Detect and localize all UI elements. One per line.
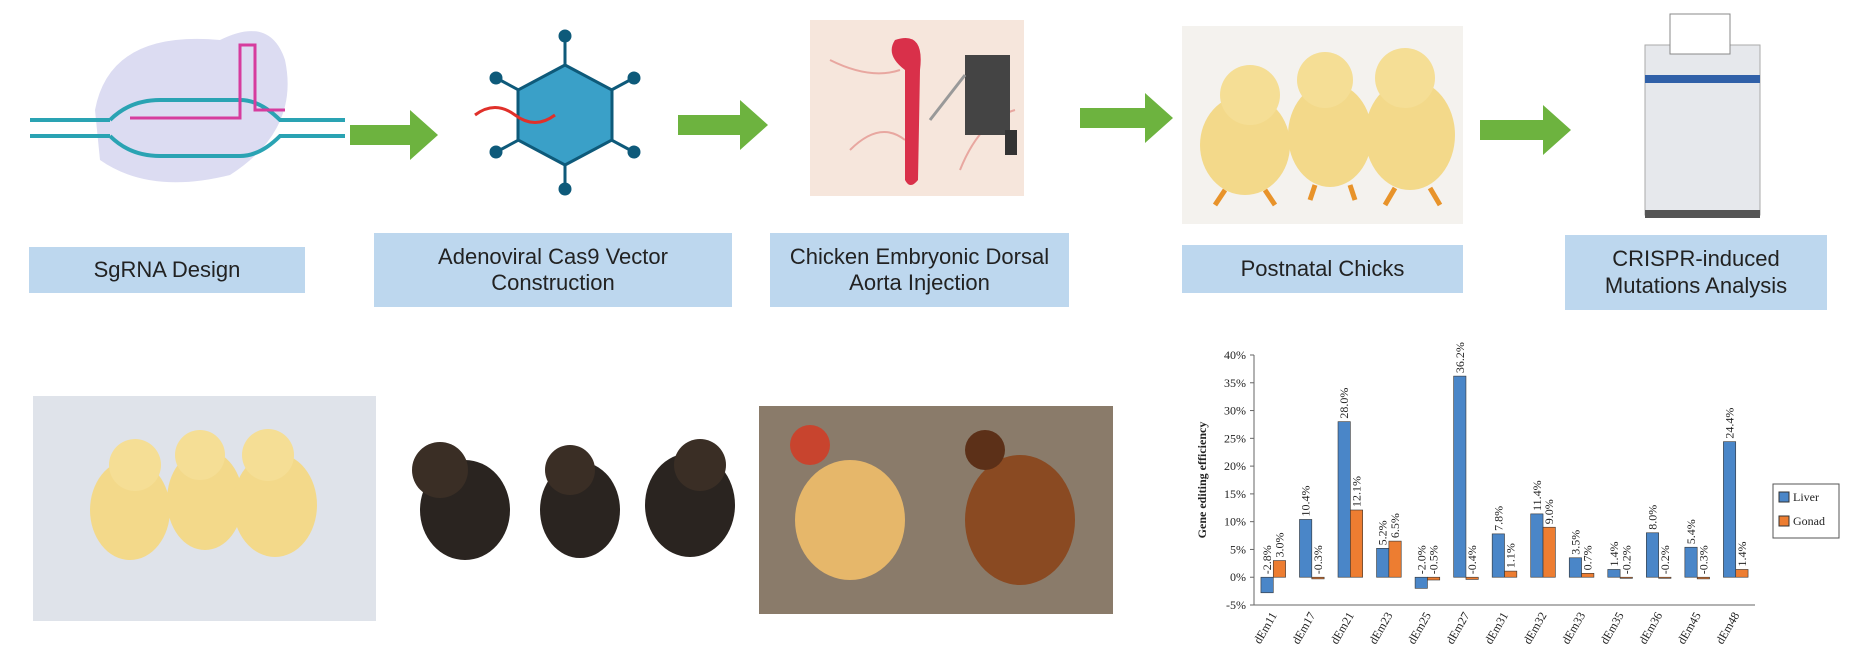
bar [1542, 526, 1556, 578]
y-tick-label: 30% [1224, 404, 1246, 418]
value-label: -0.4% [1465, 545, 1479, 574]
sgrna-illustration [30, 31, 345, 183]
bar [1272, 560, 1286, 578]
bar [1684, 546, 1698, 578]
chicks-photo-top [1182, 26, 1463, 224]
bar [1530, 513, 1544, 578]
adenovirus-illustration [474, 29, 641, 196]
value-label: 1.1% [1504, 543, 1518, 568]
embryo-illustration [810, 20, 1024, 196]
bar [1453, 375, 1467, 578]
step-label: SgRNA Design [29, 247, 305, 293]
value-label: 7.8% [1491, 506, 1505, 531]
y-tick-label: 0% [1230, 570, 1246, 584]
value-label: 10.4% [1299, 485, 1313, 516]
bar [1414, 576, 1428, 589]
value-label: 5.4% [1684, 519, 1698, 544]
value-label: 1.4% [1607, 541, 1621, 566]
value-label: -2.0% [1414, 545, 1428, 574]
bar [1658, 576, 1672, 579]
value-label: 0.7% [1581, 545, 1595, 570]
x-tick-label: dEm21 [1327, 610, 1356, 647]
x-tick-label: dEm25 [1405, 610, 1434, 647]
bar [1619, 576, 1633, 579]
bar [1376, 548, 1390, 578]
bar [1491, 533, 1505, 578]
value-label: -0.5% [1427, 545, 1441, 574]
value-label: 28.0% [1337, 388, 1351, 419]
bar [1311, 576, 1325, 580]
y-axis-label: Gene editing efficiency [1195, 422, 1209, 539]
y-tick-label: 10% [1224, 515, 1246, 529]
bottom-photos [33, 396, 1113, 621]
value-label: -0.2% [1619, 545, 1633, 574]
x-tick-label: dEm48 [1713, 610, 1742, 647]
value-label: -0.3% [1311, 545, 1325, 574]
y-tick-label: 25% [1224, 431, 1246, 445]
legend-swatch [1778, 491, 1790, 503]
x-tick-label: dEm36 [1636, 610, 1665, 647]
x-tick-label: dEm32 [1520, 610, 1549, 647]
bar-chart: Gene editing efficiency -5% 0% 5% 10% 15% 20%… [1195, 342, 1840, 647]
bar [1388, 540, 1402, 578]
arrows [350, 93, 1571, 160]
bar [1504, 570, 1518, 578]
bar [1568, 557, 1582, 578]
x-tick-label: dEm31 [1482, 610, 1511, 647]
x-tick-label: dEm35 [1597, 610, 1626, 647]
value-label: -0.2% [1658, 545, 1672, 574]
bar [1260, 576, 1274, 594]
value-label: -2.8% [1260, 545, 1274, 574]
bar [1465, 576, 1479, 580]
value-label: 36.2% [1453, 342, 1467, 373]
value-label: 9.0% [1542, 499, 1556, 524]
x-tick-label: dEm23 [1366, 610, 1395, 647]
y-tick-label: 20% [1224, 459, 1246, 473]
bar [1299, 519, 1313, 578]
value-label: 8.0% [1645, 505, 1659, 530]
bar [1607, 569, 1621, 578]
value-label: 12.1% [1350, 476, 1364, 507]
y-tick-label: 40% [1224, 348, 1246, 362]
value-label: 6.5% [1388, 513, 1402, 538]
x-tick-label: dEm33 [1559, 610, 1588, 647]
x-tick-label: dEm45 [1674, 610, 1703, 647]
value-label: 5.2% [1376, 520, 1390, 545]
value-label: 3.0% [1272, 533, 1286, 558]
bar [1723, 441, 1737, 578]
value-label: -0.3% [1696, 545, 1710, 574]
step-label: Postnatal Chicks [1182, 245, 1463, 293]
value-label: 11.4% [1530, 480, 1544, 511]
bar [1696, 576, 1710, 580]
x-tick-label: dEm17 [1289, 610, 1318, 647]
value-label: 3.5% [1568, 530, 1582, 555]
value-label: 1.4% [1735, 541, 1749, 566]
step-label: CRISPR-induced Mutations Analysis [1565, 235, 1827, 310]
bar [1735, 569, 1749, 578]
y-tick-label: 15% [1224, 487, 1246, 501]
legend-swatch [1778, 515, 1790, 527]
x-tick-label: dEm11 [1251, 610, 1280, 647]
value-label: 24.4% [1723, 408, 1737, 439]
bar [1337, 421, 1351, 578]
bar [1581, 573, 1595, 578]
bar [1350, 509, 1363, 578]
y-tick-label: 35% [1224, 376, 1246, 390]
legend-label: Liver [1793, 490, 1819, 504]
bar [1427, 576, 1441, 581]
step-label: Adenoviral Cas9 Vector Construction [374, 233, 732, 307]
step-label: Chicken Embryonic Dorsal Aorta Injection [770, 233, 1069, 307]
sequencer-illustration [1644, 13, 1761, 218]
legend-label: Gonad [1793, 514, 1825, 528]
y-tick-label: 5% [1230, 542, 1246, 556]
y-tick-label: -5% [1226, 598, 1246, 612]
x-tick-label: dEm27 [1443, 610, 1472, 647]
bar [1646, 532, 1659, 578]
